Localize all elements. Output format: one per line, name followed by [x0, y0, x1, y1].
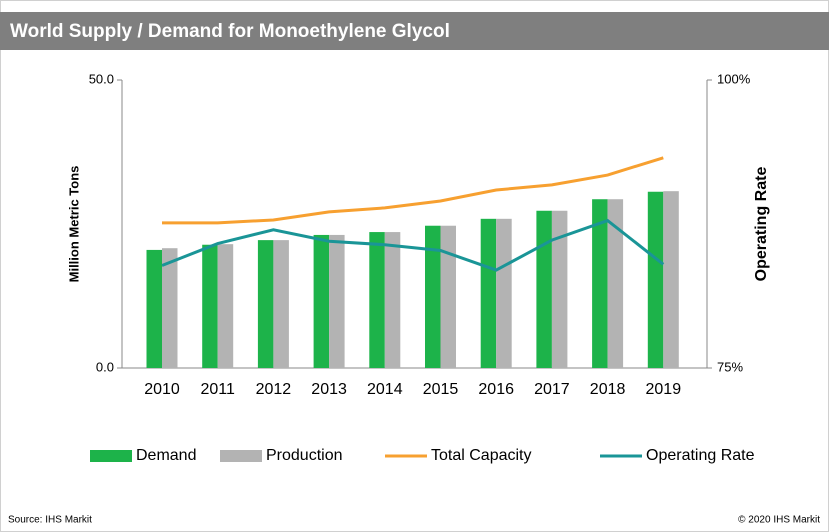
source: Source: IHS Markit: [8, 515, 92, 526]
y2-tick-label: 75%: [717, 359, 743, 374]
bar: [369, 232, 385, 368]
bar: [425, 225, 441, 368]
y-tick-label: 50.0: [89, 71, 114, 86]
x-tick-label: 2013: [311, 381, 347, 398]
bar: [384, 232, 401, 368]
legend-swatch: [90, 450, 132, 462]
legend-swatch: [220, 450, 262, 462]
bar: [146, 249, 162, 368]
bar: [647, 191, 664, 368]
bar: [536, 210, 552, 368]
bar: [607, 199, 624, 368]
y-axis-title: Million Metric Tons: [66, 166, 81, 283]
x-tick-label: 2011: [200, 381, 235, 398]
x-tick-label: 2014: [367, 381, 403, 398]
copyright: © 2020 IHS Markit: [738, 515, 820, 526]
x-tick-label: 2010: [144, 381, 180, 398]
bar: [480, 218, 497, 368]
chart-title: World Supply / Demand for Monoethylene G…: [10, 21, 450, 42]
x-tick-label: 2012: [256, 381, 292, 398]
y2-tick-label: 100%: [717, 71, 751, 86]
x-tick-label: 2015: [423, 381, 459, 398]
bar: [162, 248, 178, 368]
legend-label: Demand: [136, 447, 196, 464]
bar: [329, 234, 345, 368]
y-tick-label: 0.0: [96, 359, 114, 374]
bar: [592, 199, 608, 368]
bar: [202, 244, 218, 368]
y2-axis-title: Operating Rate: [753, 167, 770, 282]
bar: [496, 218, 512, 368]
x-tick-label: 2018: [590, 381, 626, 398]
line: [162, 156, 664, 225]
bar: [440, 225, 456, 368]
line: [161, 218, 665, 272]
bar: [217, 244, 234, 368]
legend-label: Production: [266, 447, 343, 464]
bar: [273, 240, 289, 368]
legend-label: Operating Rate: [646, 447, 755, 464]
bar: [257, 240, 274, 368]
legend-label: Total Capacity: [431, 447, 532, 464]
title-bar: [0, 12, 829, 50]
x-tick-label: 2019: [646, 381, 682, 398]
bar: [313, 234, 330, 368]
x-tick-label: 2017: [534, 381, 570, 398]
x-tick-label: 2016: [478, 381, 514, 398]
bar: [551, 210, 568, 368]
bar: [663, 191, 679, 368]
